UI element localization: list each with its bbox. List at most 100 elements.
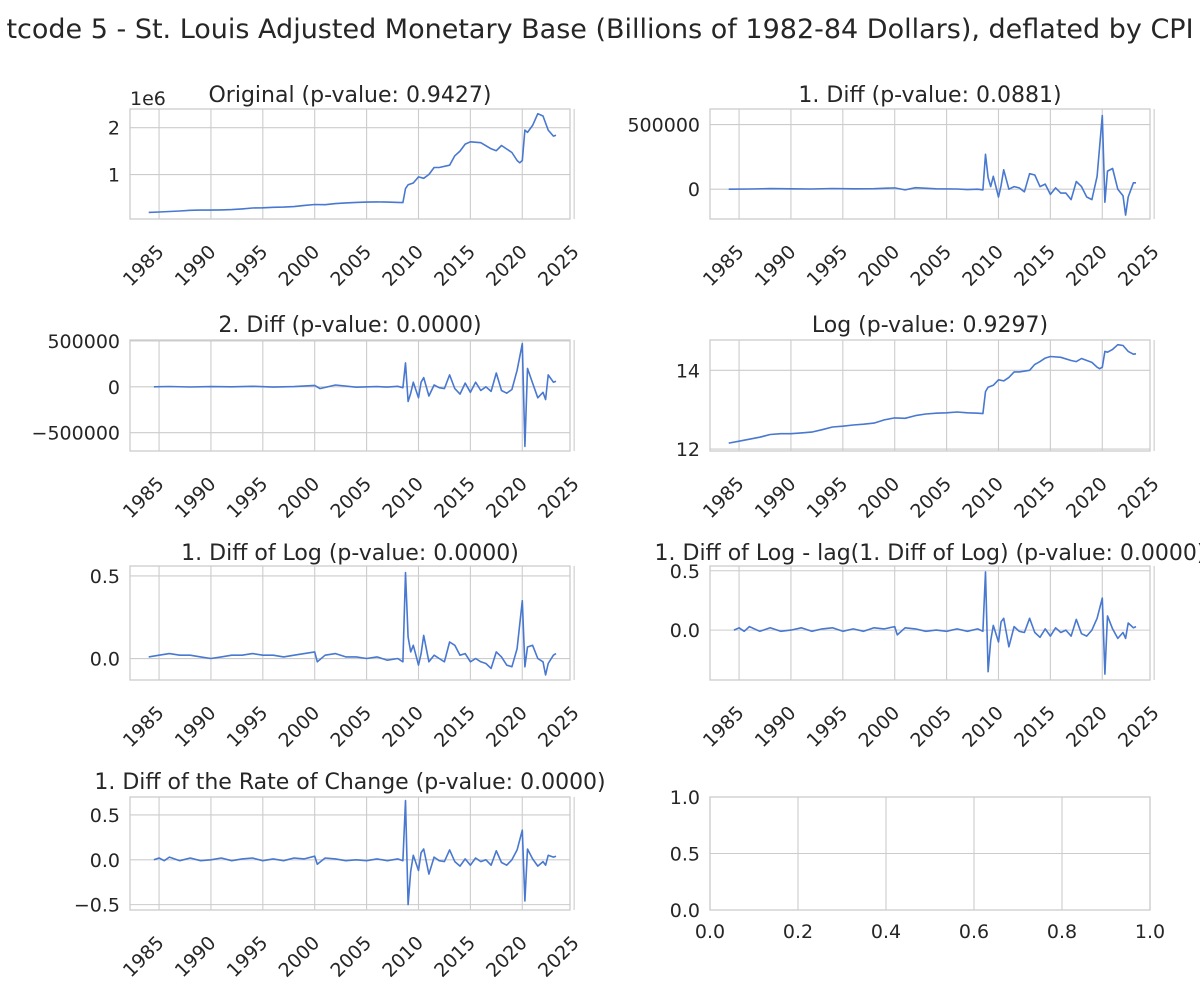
- x-tick-label: 0.0: [695, 921, 725, 943]
- series-line: [728, 343, 1137, 444]
- x-tick-label: 2000: [855, 241, 905, 291]
- axes-frame: [709, 108, 1151, 220]
- series-line: [153, 342, 557, 448]
- y-tick-label: 500000: [47, 331, 120, 353]
- y-tick-label: 12: [676, 439, 700, 461]
- x-tick-label: 1995: [803, 702, 853, 752]
- x-tick-label: 1995: [223, 932, 273, 982]
- subplot-title: Original (p-value: 0.9427): [208, 83, 491, 108]
- axes-frame: [709, 339, 1151, 452]
- y-tick-label: 0.0: [90, 649, 120, 671]
- subplot-difflog_lag: 0.0 0.5 1985 1990 1995 2000 2005 2010 2015 2020 20…: [655, 541, 1200, 752]
- x-tick-label: 2010: [378, 702, 428, 752]
- x-tick-label: 2005: [906, 473, 956, 523]
- x-tick-label: 2005: [326, 702, 376, 752]
- y-tick-label: −500000: [32, 423, 120, 445]
- x-tick-label: 2015: [430, 473, 480, 523]
- x-tick-label: 2015: [1010, 702, 1060, 752]
- x-tick-label: 2000: [275, 241, 325, 291]
- figure-title: tcode 5 - St. Louis Adjusted Monetary Ba…: [6, 14, 1194, 45]
- x-tick-label: 2015: [430, 932, 480, 982]
- x-tick-label: 1995: [223, 473, 273, 523]
- subplot-original: 1 2 1985 1990 1995 2000 2005 2010 2015 2020 2025 1e…: [108, 83, 584, 291]
- subplot-title: 2. Diff (p-value: 0.0000): [218, 313, 481, 338]
- x-tick-label: 2010: [958, 241, 1008, 291]
- y-tick-label: 0.5: [670, 561, 700, 583]
- x-tick-label: 1995: [803, 241, 853, 291]
- x-tick-label: 1985: [699, 702, 749, 752]
- x-tick-label: 0.2: [783, 921, 813, 943]
- y-tick-label: −0.5: [74, 895, 120, 917]
- x-tick-label: 1985: [699, 473, 749, 523]
- x-tick-label: 2010: [958, 473, 1008, 523]
- x-tick-label: 1990: [751, 702, 801, 752]
- x-tick-label: 2015: [1010, 241, 1060, 291]
- x-tick-label: 2005: [326, 932, 376, 982]
- x-tick-label: 2020: [1062, 473, 1112, 523]
- y-tick-label: 0.5: [90, 566, 120, 588]
- y-tick-label: 500000: [627, 115, 700, 137]
- subplot-title: Log (p-value: 0.9297): [812, 313, 1048, 338]
- x-tick-label: 1990: [171, 241, 221, 291]
- x-tick-label: 2020: [482, 932, 532, 982]
- x-tick-label: 1995: [223, 241, 273, 291]
- x-tick-label: 2020: [482, 702, 532, 752]
- axes-frame: [709, 796, 1151, 911]
- x-tick-label: 2020: [1062, 702, 1112, 752]
- y-offset-label: 1e6: [130, 88, 166, 110]
- x-tick-label: 1.0: [1135, 921, 1165, 943]
- series-line: [153, 799, 557, 906]
- y-tick-label: 0.0: [670, 620, 700, 642]
- x-tick-label: 2025: [534, 702, 584, 752]
- series-line: [733, 571, 1137, 675]
- x-tick-label: 2005: [326, 241, 376, 291]
- x-tick-label: 2010: [378, 241, 428, 291]
- axes-frame: [129, 108, 571, 220]
- subplot-empty: 0.0 0.5 1.0 0.0 0.2 0.4 0.6 0.8 1.0: [670, 787, 1165, 943]
- subplot-title: 1. Diff of Log (p-value: 0.0000): [181, 541, 519, 566]
- y-tick-label: 0.0: [670, 900, 700, 922]
- y-tick-label: 0: [108, 377, 120, 399]
- subplot-difflog: 0.0 0.5 1985 1990 1995 2000 2005 2010 2015 2020 20…: [90, 541, 584, 752]
- x-tick-label: 2005: [906, 241, 956, 291]
- y-tick-label: 14: [676, 360, 700, 382]
- x-tick-label: 1985: [119, 702, 169, 752]
- axes-frame: [129, 796, 571, 911]
- series-line: [148, 571, 557, 676]
- subplot-log: 12 14 1985 1990 1995 2000 2005 2010 2015 2020 2025…: [676, 313, 1164, 523]
- x-tick-label: 2000: [275, 702, 325, 752]
- axes-frame: [709, 565, 1151, 681]
- x-tick-label: 2020: [1062, 241, 1112, 291]
- subplot-title: 1. Diff (p-value: 0.0881): [798, 83, 1061, 108]
- x-tick-label: 2000: [275, 932, 325, 982]
- series-line: [728, 114, 1136, 216]
- x-tick-label: 1985: [119, 932, 169, 982]
- x-tick-label: 1990: [171, 932, 221, 982]
- x-tick-label: 1990: [751, 473, 801, 523]
- x-tick-label: 1990: [171, 473, 221, 523]
- x-tick-label: 2010: [958, 702, 1008, 752]
- x-tick-label: 2000: [275, 473, 325, 523]
- subplot-diff1: 0 500000 1985 1990 1995 2000 2005 2010 2015 2020 2…: [627, 83, 1163, 291]
- x-tick-label: 1995: [803, 473, 853, 523]
- y-tick-label: 1: [108, 165, 120, 187]
- y-tick-label: 0: [688, 179, 700, 201]
- axes-frame: [129, 339, 571, 452]
- y-tick-label: 1.0: [670, 787, 700, 809]
- x-tick-label: 2020: [482, 473, 532, 523]
- x-tick-label: 2025: [534, 473, 584, 523]
- x-tick-label: 2015: [1010, 473, 1060, 523]
- x-tick-label: 2005: [326, 473, 376, 523]
- x-tick-label: 2025: [1114, 702, 1164, 752]
- x-tick-label: 0.8: [1047, 921, 1077, 943]
- x-tick-label: 2020: [482, 241, 532, 291]
- x-tick-label: 1990: [751, 241, 801, 291]
- x-tick-label: 2025: [1114, 473, 1164, 523]
- x-tick-label: 2000: [855, 702, 905, 752]
- x-tick-label: 1990: [171, 702, 221, 752]
- axes-frame: [129, 565, 571, 681]
- x-tick-label: 1985: [699, 241, 749, 291]
